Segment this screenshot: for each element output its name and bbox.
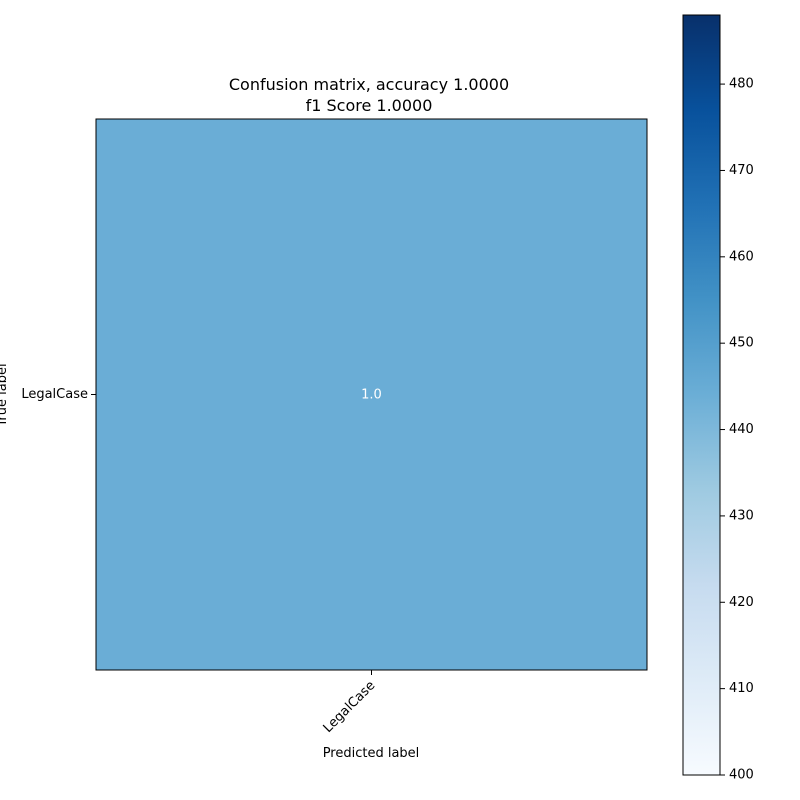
chart-title-line-1: Confusion matrix, accuracy 1.0000 (229, 75, 509, 94)
colorbar-tick-label: 480 (729, 77, 754, 92)
x-axis-label: Predicted label (323, 746, 420, 761)
colorbar-tick-label: 440 (729, 422, 754, 437)
x-tick-label: LegalCase (321, 678, 379, 736)
colorbar-tick-label: 420 (729, 595, 754, 610)
colorbar-tick-label: 470 (729, 163, 754, 178)
colorbar-tick-label: 410 (729, 681, 754, 696)
matrix-cell-label: 1.0 (361, 388, 382, 403)
y-tick-label: LegalCase (21, 387, 88, 402)
colorbar-tick-label: 450 (729, 336, 754, 351)
colorbar-tick-label: 430 (729, 508, 754, 523)
matrix-plot-area: 1.0 LegalCase LegalCase (21, 118, 648, 736)
colorbar-tick-label: 460 (729, 249, 754, 264)
matrix-cell (96, 119, 647, 670)
chart-title-line-2: f1 Score 1.0000 (306, 96, 433, 115)
colorbar: 400 410 420 430 440 450 460 470 480 (682, 14, 754, 783)
y-axis-label: True label (0, 363, 10, 427)
colorbar-tick-label: 400 (729, 768, 754, 783)
colorbar-gradient (682, 14, 721, 776)
